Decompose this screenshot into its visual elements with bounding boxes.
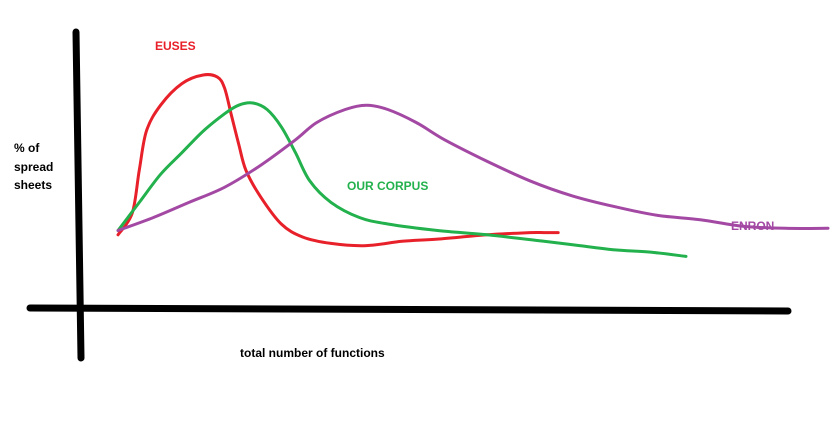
- x-axis-line: [26, 304, 792, 315]
- series-line-euses: [116, 73, 560, 248]
- y-axis-label-line-2: spread: [14, 160, 53, 174]
- series-line-enron: [116, 103, 830, 232]
- y-axis-label-line-3: sheets: [14, 178, 52, 192]
- label-enron: ENRON: [731, 219, 774, 233]
- series-line-our-corpus: [116, 101, 688, 258]
- y-axis-line: [72, 28, 85, 362]
- x-axis-label: total number of functions: [240, 346, 385, 360]
- series-lines: [116, 73, 830, 258]
- y-axis-label-line-1: % of: [14, 141, 40, 155]
- label-euses: EUSES: [155, 39, 196, 53]
- label-our-corpus: OUR CORPUS: [347, 179, 428, 193]
